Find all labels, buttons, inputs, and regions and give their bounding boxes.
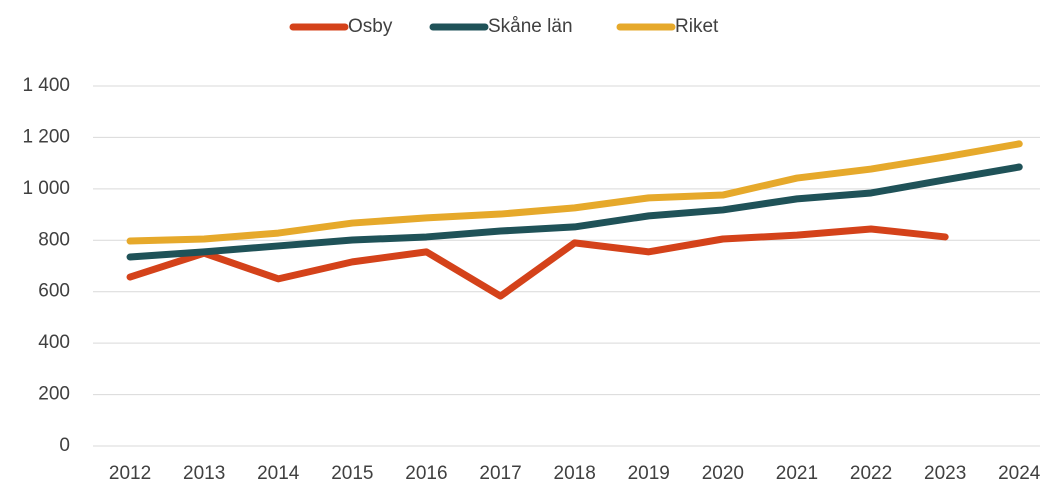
legend-label: Osby <box>348 16 393 37</box>
x-tick-label: 2024 <box>998 463 1041 484</box>
series-line <box>126 225 949 300</box>
series-line <box>126 163 1023 261</box>
x-tick-label: 2014 <box>257 463 300 484</box>
x-tick-label: 2022 <box>850 463 892 484</box>
y-tick-label: 600 <box>38 281 70 302</box>
series-line <box>126 140 1023 245</box>
x-tick-label: 2023 <box>924 463 966 484</box>
x-tick-label: 2019 <box>628 463 670 484</box>
y-tick-label: 1 000 <box>22 178 70 199</box>
y-tick-label: 200 <box>38 384 70 405</box>
x-tick-label: 2021 <box>776 463 818 484</box>
y-tick-label: 1 400 <box>22 75 70 96</box>
y-tick-label: 0 <box>59 435 70 456</box>
y-tick-label: 400 <box>38 332 70 353</box>
legend-label: Skåne län <box>488 16 573 37</box>
x-tick-label: 2015 <box>331 463 373 484</box>
x-tick-label: 2017 <box>479 463 521 484</box>
x-tick-label: 2020 <box>702 463 744 484</box>
x-tick-label: 2012 <box>109 463 151 484</box>
x-tick-label: 2018 <box>554 463 596 484</box>
x-tick-label: 2013 <box>183 463 225 484</box>
x-tick-label: 2016 <box>405 463 447 484</box>
y-tick-label: 1 200 <box>22 126 70 147</box>
legend-label: Riket <box>675 16 719 37</box>
y-tick-label: 800 <box>38 229 70 250</box>
